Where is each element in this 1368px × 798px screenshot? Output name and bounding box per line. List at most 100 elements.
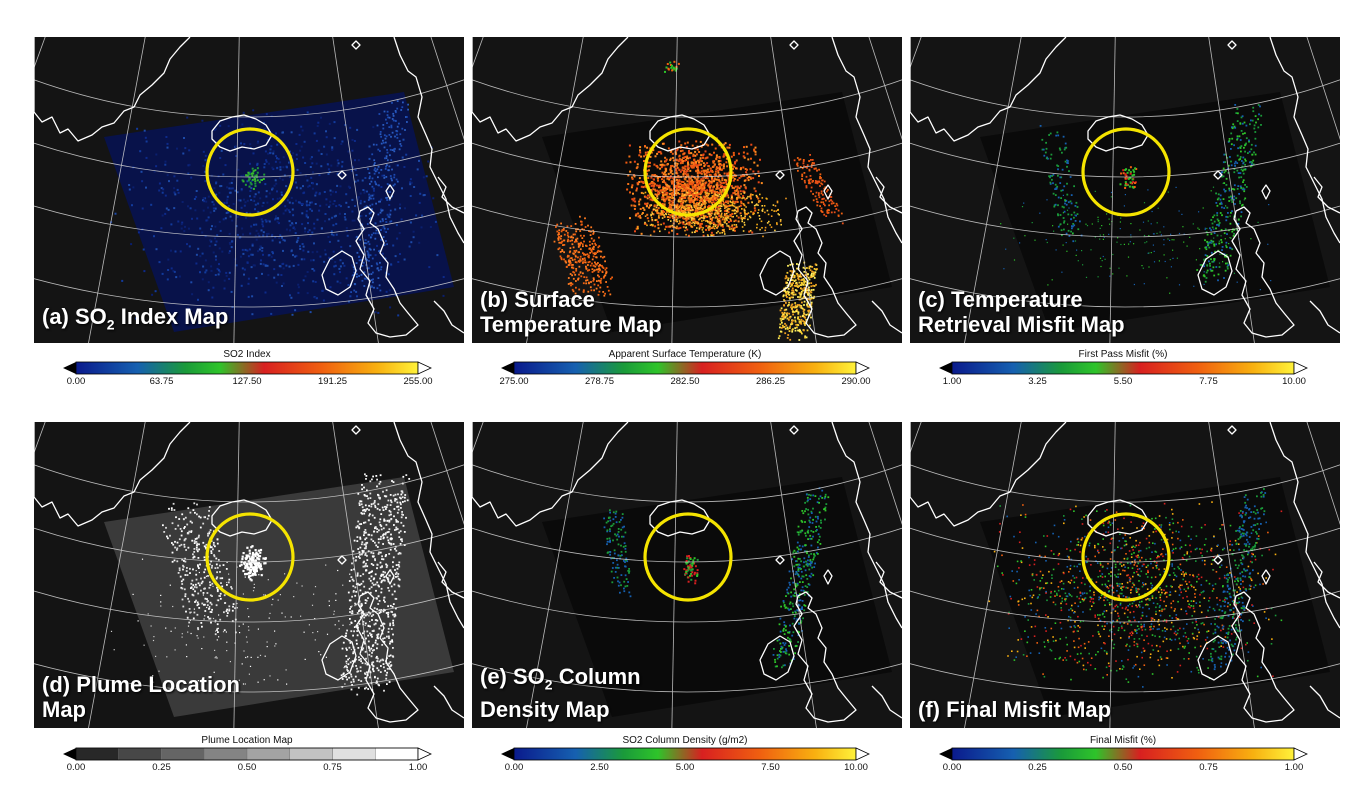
colorbar-step <box>162 748 205 760</box>
panel-label-b: (b) Surface Temperature Map <box>480 287 662 337</box>
colorbar-step <box>333 748 376 760</box>
colorbar-tick-label: 275.00 <box>499 376 528 387</box>
colorbar-tick-label: 1.00 <box>409 762 428 773</box>
map-panel-a: (a) SO2 Index Map <box>34 37 464 343</box>
colorbar-under-arrow <box>939 748 952 760</box>
colorbar-tick-label: 5.50 <box>1114 376 1133 387</box>
colorbar-under-arrow <box>63 362 76 374</box>
colorbar-ticks: 0.00 63.75 127.50 191.25 255.00 <box>62 376 432 388</box>
colorbar-tick-label: 2.50 <box>590 762 609 773</box>
colorbar-tick-label: 7.50 <box>761 762 780 773</box>
colorbar-ticks: 0.00 0.25 0.50 0.75 1.00 <box>938 762 1308 774</box>
colorbar-step <box>375 748 418 760</box>
label-text: Column <box>553 664 641 689</box>
map-panel-d: (d) Plume Location Map <box>34 422 464 728</box>
colorbar-tick-label: 3.25 <box>1028 376 1047 387</box>
colorbar-f: Final Misfit (%) 0.00 0.25 0.50 0.75 1.00 <box>938 735 1308 775</box>
colorbar-tick-label: 0.00 <box>943 762 962 773</box>
label-subscript: 2 <box>545 676 553 692</box>
colorbar-c: First Pass Misfit (%) 1.00 3.25 5.50 7.75 10… <box>938 349 1308 389</box>
colorbar-title: SO2 Column Density (g/m2) <box>500 735 870 746</box>
colorbar-tick-label: 0.50 <box>1114 762 1133 773</box>
label-text: (f) Final Misfit Map <box>918 697 1111 722</box>
colorbar-step <box>204 748 247 760</box>
colorbar-tick-label: 0.75 <box>323 762 342 773</box>
colorbar-tick-label: 0.75 <box>1199 762 1218 773</box>
colorbar-over-arrow <box>856 362 869 374</box>
colorbar-over-arrow <box>1294 748 1307 760</box>
colorbar-d: Plume Location Map 0.00 0.25 0.50 0.75 1.00 <box>62 735 432 775</box>
panel-label-e: (e) SO2 Column Density Map <box>480 664 641 722</box>
colorbar-tick-label: 5.00 <box>676 762 695 773</box>
colorbar-gradient <box>938 361 1308 375</box>
colorbar-gradient <box>500 361 870 375</box>
map-panel-f: (f) Final Misfit Map <box>910 422 1340 728</box>
panel-label-a: (a) SO2 Index Map <box>42 304 228 337</box>
panel-label-f: (f) Final Misfit Map <box>918 697 1111 722</box>
colorbar-tick-label: 0.00 <box>67 762 86 773</box>
colorbar-title: Apparent Surface Temperature (K) <box>500 349 870 360</box>
colorbar-fill <box>76 362 418 374</box>
colorbar-over-arrow <box>856 748 869 760</box>
colorbar-over-arrow <box>1294 362 1307 374</box>
colorbar-tick-label: 0.00 <box>67 376 86 387</box>
colorbar-tick-label: 282.50 <box>670 376 699 387</box>
colorbar-tick-label: 1.00 <box>943 376 962 387</box>
colorbar-tick-label: 0.25 <box>152 762 171 773</box>
colorbar-tick-label: 127.50 <box>232 376 261 387</box>
label-text: Density Map <box>480 697 610 722</box>
label-text: (d) Plume Location <box>42 672 240 697</box>
label-text: Index Map <box>115 304 229 329</box>
colorbar-ticks: 0.00 2.50 5.00 7.50 10.00 <box>500 762 870 774</box>
colorbar-b: Apparent Surface Temperature (K) 275.00 2… <box>500 349 870 389</box>
colorbar-tick-label: 286.25 <box>756 376 785 387</box>
colorbar-over-arrow <box>418 362 431 374</box>
colorbar-gradient <box>938 747 1308 761</box>
colorbar-ticks: 1.00 3.25 5.50 7.75 10.00 <box>938 376 1308 388</box>
map-panel-c: (c) Temperature Retrieval Misfit Map <box>910 37 1340 343</box>
label-text: Retrieval Misfit Map <box>918 312 1125 337</box>
colorbar-tick-label: 0.50 <box>238 762 257 773</box>
label-text: (a) SO <box>42 304 107 329</box>
colorbar-step <box>76 748 119 760</box>
final-misfit-map <box>910 422 1340 728</box>
colorbar-under-arrow <box>501 362 514 374</box>
panel-label-c: (c) Temperature Retrieval Misfit Map <box>918 287 1125 337</box>
colorbar-gradient <box>62 747 432 761</box>
label-text: (e) SO <box>480 664 545 689</box>
colorbar-under-arrow <box>63 748 76 760</box>
colorbar-title: Final Misfit (%) <box>938 735 1308 746</box>
colorbar-tick-label: 10.00 <box>844 762 868 773</box>
colorbar-tick-label: 7.75 <box>1199 376 1218 387</box>
colorbar-title: Plume Location Map <box>62 735 432 746</box>
colorbar-tick-label: 290.00 <box>841 376 870 387</box>
colorbar-tick-label: 191.25 <box>318 376 347 387</box>
colorbar-title: First Pass Misfit (%) <box>938 349 1308 360</box>
label-text: Map <box>42 697 86 722</box>
colorbar-over-arrow <box>418 748 431 760</box>
colorbar-tick-label: 1.00 <box>1285 762 1304 773</box>
colorbar-step <box>290 748 333 760</box>
colorbar-tick-label: 0.25 <box>1028 762 1047 773</box>
colorbar-fill <box>952 362 1294 374</box>
colorbar-ticks: 275.00 278.75 282.50 286.25 290.00 <box>500 376 870 388</box>
map-panel-e: (e) SO2 Column Density Map <box>472 422 902 728</box>
colorbar-tick-label: 278.75 <box>585 376 614 387</box>
colorbar-title: SO2 Index <box>62 349 432 360</box>
panel-label-d: (d) Plume Location Map <box>42 672 240 722</box>
colorbar-fill <box>952 748 1294 760</box>
colorbar-fill <box>514 362 856 374</box>
map-panel-b: (b) Surface Temperature Map <box>472 37 902 343</box>
colorbar-tick-label: 0.00 <box>505 762 524 773</box>
colorbar-tick-label: 255.00 <box>403 376 432 387</box>
colorbar-under-arrow <box>939 362 952 374</box>
label-subscript: 2 <box>107 316 115 332</box>
label-text: (c) Temperature <box>918 287 1083 312</box>
label-text: Temperature Map <box>480 312 662 337</box>
colorbar-fill <box>514 748 856 760</box>
label-text: (b) Surface <box>480 287 595 312</box>
colorbar-gradient <box>62 361 432 375</box>
colorbar-gradient <box>500 747 870 761</box>
colorbar-step <box>247 748 290 760</box>
colorbar-ticks: 0.00 0.25 0.50 0.75 1.00 <box>62 762 432 774</box>
